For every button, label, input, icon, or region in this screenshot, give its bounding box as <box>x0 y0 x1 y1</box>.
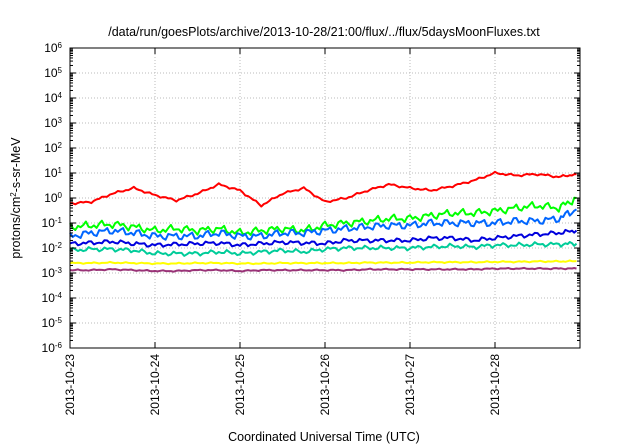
series-line-3 <box>69 208 577 241</box>
x-tick-labels: 2013-10-23 2013-10-24 2013-10-25 2013-10-26… <box>63 354 502 416</box>
series-line-7 <box>69 266 577 273</box>
x-tick-label: 2013-10-27 <box>403 354 417 416</box>
series-line-5 <box>69 241 578 257</box>
y-tick-label: 104 <box>44 91 62 106</box>
series-line-4 <box>69 228 578 248</box>
x-axis-label: Coordinated Universal Time (UTC) <box>228 430 420 444</box>
y-tick-label: 10-6 <box>42 341 63 356</box>
series-line-2 <box>69 196 577 236</box>
y-tick-labels: 10-6 10-5 10-4 10-3 10-2 10-1 100 101 102 103 104 1… <box>42 41 63 356</box>
x-tick-label: 2013-10-25 <box>233 354 247 416</box>
series-line-1 <box>69 170 577 208</box>
y-axis-label-unit: -s-sr-MeV <box>9 137 23 193</box>
y-tick-label: 102 <box>44 141 62 156</box>
y-tick-label: 10-5 <box>42 316 63 331</box>
y-tick-label: 103 <box>44 116 62 131</box>
x-tick-label: 2013-10-26 <box>318 354 332 416</box>
y-tick-label: 105 <box>44 66 62 81</box>
series-line-6 <box>69 259 577 266</box>
y-tick-label: 10-4 <box>42 291 63 306</box>
y-tick-label: 10-3 <box>42 266 63 281</box>
chart-title: /data/run/goesPlots/archive/2013-10-28/2… <box>108 25 540 39</box>
y-tick-label: 101 <box>44 166 62 181</box>
axis-ticks <box>69 47 580 349</box>
y-tick-label: 10-2 <box>42 241 63 256</box>
x-tick-label: 2013-10-23 <box>63 354 77 416</box>
y-tick-label: 100 <box>44 191 62 206</box>
x-tick-label: 2013-10-28 <box>488 354 502 416</box>
y-axis-label-main: protons/cm <box>9 197 23 259</box>
y-axis-label-exponent: 2 <box>9 192 18 197</box>
y-tick-label: 10-1 <box>42 216 63 231</box>
grid-lines <box>70 48 580 348</box>
x-tick-label: 2013-10-24 <box>148 354 162 416</box>
y-tick-label: 106 <box>44 41 62 56</box>
y-axis-label: protons/cm2-s-sr-MeV <box>9 137 24 259</box>
series-layer <box>69 170 578 273</box>
